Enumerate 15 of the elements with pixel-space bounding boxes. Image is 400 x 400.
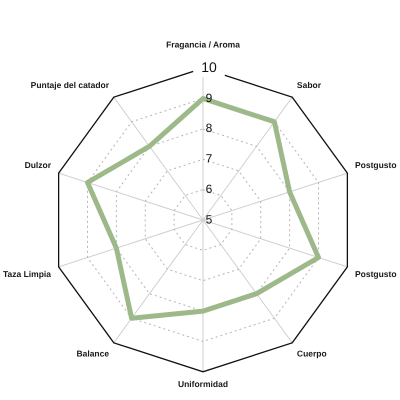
y-tick-label: 6 xyxy=(206,182,213,196)
spoke-label: Balance xyxy=(76,348,110,359)
y-tick-label: 8 xyxy=(206,121,213,136)
spoke-label: Taza Limpia xyxy=(2,268,52,279)
spoke-label: Postgusto xyxy=(354,160,397,170)
y-tick-label: 7 xyxy=(206,152,213,166)
y-tick-label: 5 xyxy=(206,212,213,226)
spoke-label: Fragancia / Aroma xyxy=(166,39,240,50)
spoke-label: Postgusto xyxy=(354,268,397,279)
y-tick-label: 10 xyxy=(201,59,217,76)
spoke-label: Puntaje del catador xyxy=(30,80,110,90)
spoke-label: Sabor xyxy=(296,80,322,90)
spoke-label: Uniformidad xyxy=(178,379,228,390)
spoke-label: Cuerpo xyxy=(296,348,327,359)
spoke-label: Dulzor xyxy=(24,160,52,170)
